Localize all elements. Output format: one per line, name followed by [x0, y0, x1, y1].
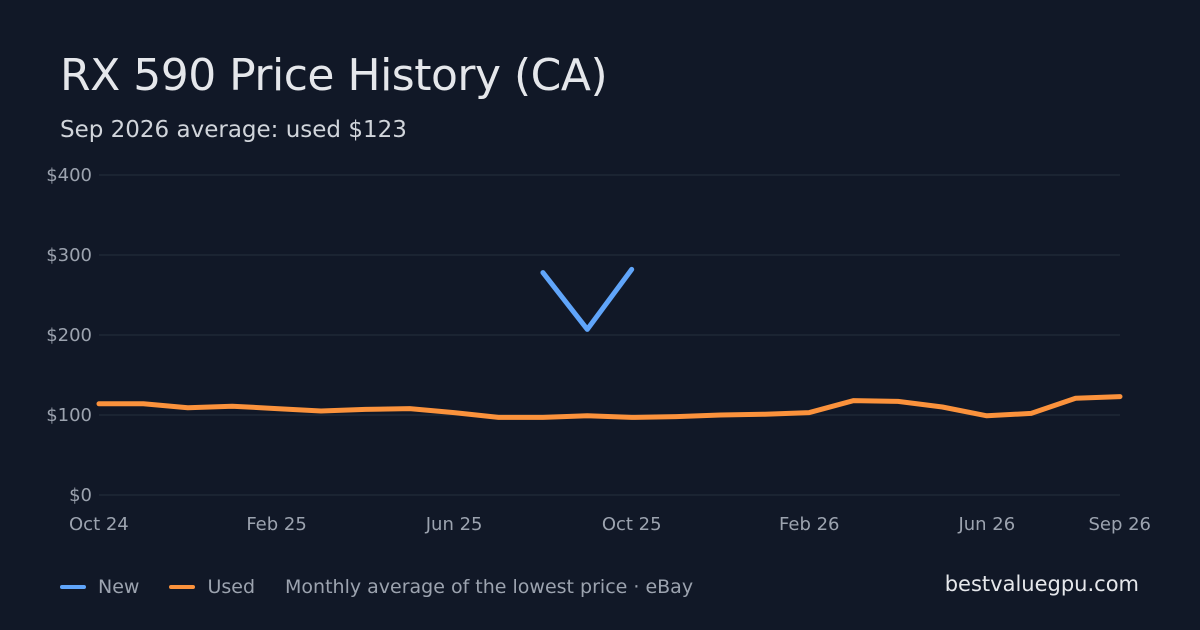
- source-note: Monthly average of the lowest price · eB…: [285, 576, 694, 598]
- y-tick-label: $200: [46, 325, 92, 346]
- legend-swatch-used: [169, 585, 196, 589]
- chart-title: RX 590 Price History (CA): [60, 50, 608, 101]
- x-tick-label: Jun 26: [957, 514, 1015, 535]
- series-line-used: [96, 394, 1123, 420]
- series-line-new: [540, 266, 635, 332]
- legend-swatch-new: [60, 585, 86, 589]
- x-tick-label: Oct 25: [602, 514, 662, 535]
- x-tick-label: Jun 25: [425, 514, 483, 535]
- y-tick-label: $300: [46, 245, 92, 266]
- legend-item-used: Used: [169, 576, 255, 598]
- legend-label-used: Used: [207, 576, 256, 598]
- legend-label-new: New: [98, 576, 140, 598]
- x-tick-label: Oct 24: [69, 514, 129, 535]
- y-tick-label: $100: [46, 405, 92, 426]
- x-tick-label: Sep 26: [1088, 514, 1151, 535]
- chart-footer: New Used Monthly average of the lowest p…: [60, 574, 693, 600]
- legend-item-new: New: [60, 576, 139, 598]
- chart-subtitle: Sep 2026 average: used $123: [60, 117, 407, 143]
- y-tick-label: $400: [46, 165, 92, 186]
- site-brand[interactable]: bestvaluegpu.com: [944, 572, 1139, 596]
- y-tick-label: $0: [69, 485, 92, 506]
- x-tick-label: Feb 26: [779, 514, 840, 535]
- x-tick-label: Feb 25: [246, 514, 307, 535]
